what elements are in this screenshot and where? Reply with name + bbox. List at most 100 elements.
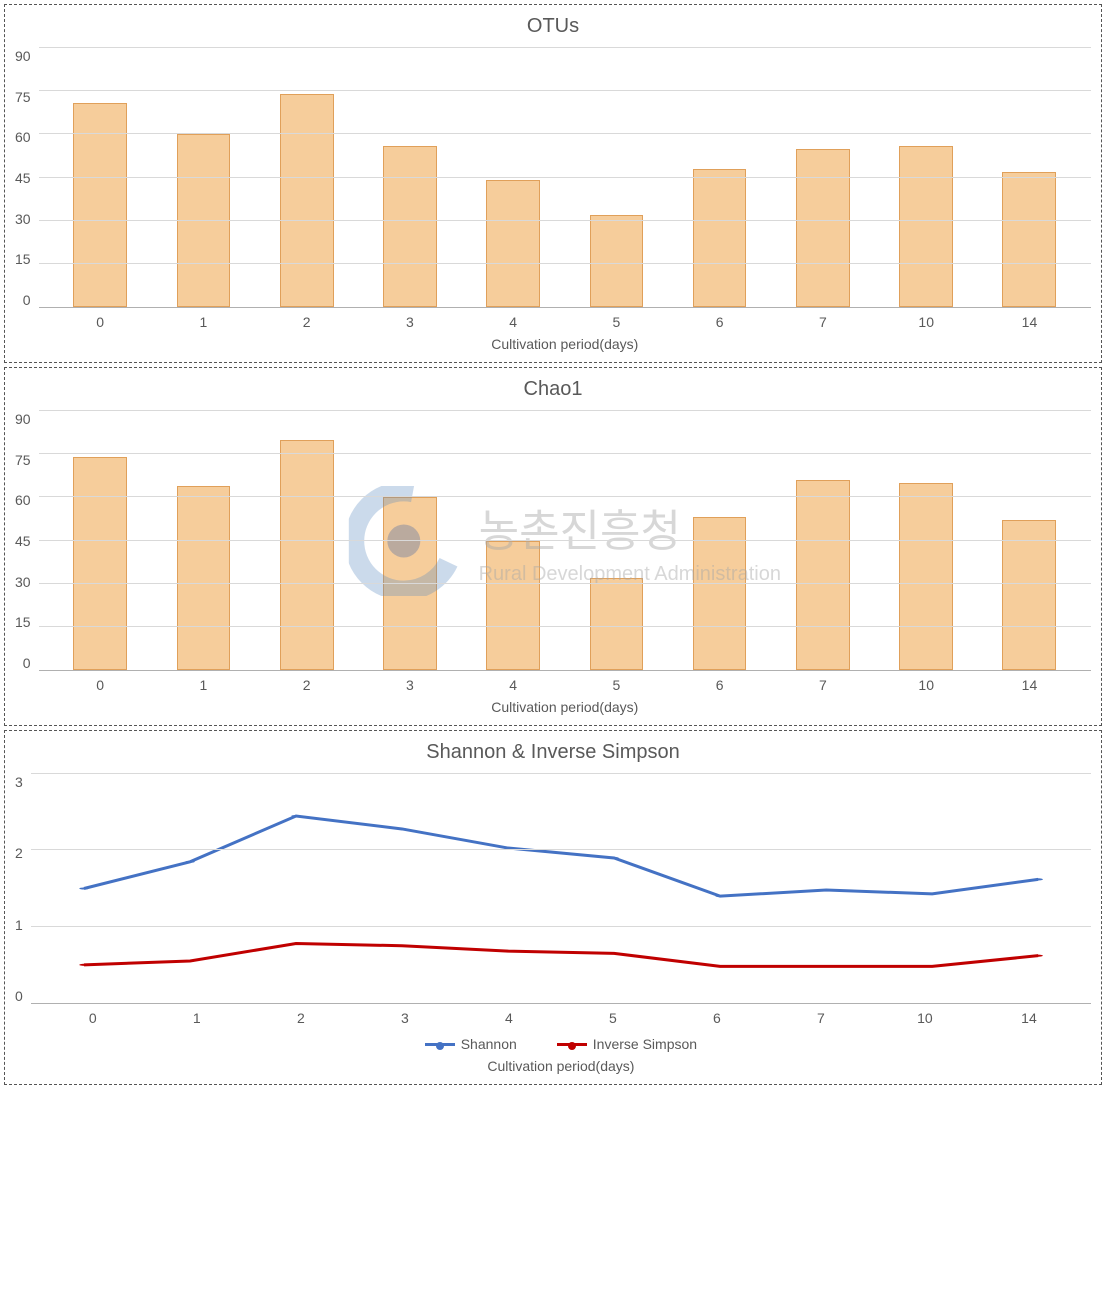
plot-wrap: 9075604530150 농촌진흥청 Rural Development Ad… <box>15 411 1091 715</box>
x-tick-label: 0 <box>41 1010 145 1026</box>
series-marker <box>609 952 619 954</box>
x-tick-label: 3 <box>358 677 461 693</box>
grid-line <box>39 540 1091 541</box>
series-marker <box>1033 878 1043 880</box>
grid-line <box>39 410 1091 411</box>
bar <box>383 497 437 670</box>
x-tick-label: 1 <box>152 677 255 693</box>
bars-container <box>39 411 1091 670</box>
x-axis-label: Cultivation period(days) <box>31 1058 1091 1074</box>
y-axis: 9075604530150 <box>15 48 39 308</box>
bar <box>486 541 540 671</box>
series-marker <box>821 965 831 967</box>
x-tick-label: 4 <box>462 677 565 693</box>
grid-line <box>39 263 1091 264</box>
grid-line <box>31 926 1091 927</box>
y-tick-label: 90 <box>15 48 31 64</box>
legend-item: Shannon <box>425 1036 517 1052</box>
chart-title: Chao1 <box>15 378 1091 401</box>
chart-title: OTUs <box>15 15 1091 38</box>
y-tick-label: 90 <box>15 411 31 427</box>
series-line <box>84 943 1038 966</box>
grid-line <box>39 583 1091 584</box>
x-tick-label: 2 <box>255 314 358 330</box>
x-tick-label: 14 <box>977 1010 1081 1026</box>
bar <box>899 146 953 307</box>
line-svg <box>31 774 1091 1003</box>
x-tick-label: 5 <box>561 1010 665 1026</box>
x-tick-label: 0 <box>49 677 152 693</box>
bar <box>899 483 953 670</box>
y-axis: 3 2 1 0 <box>15 774 31 1004</box>
plot-area <box>31 774 1091 1004</box>
series-marker <box>185 960 195 962</box>
x-axis-label: Cultivation period(days) <box>39 336 1091 352</box>
x-tick-label: 4 <box>457 1010 561 1026</box>
y-tick-label: 15 <box>15 614 31 630</box>
x-tick-label: 4 <box>462 314 565 330</box>
legend-swatch-icon <box>557 1043 587 1046</box>
x-tick-label: 3 <box>358 314 461 330</box>
bar <box>486 180 540 307</box>
x-tick-label: 2 <box>255 677 358 693</box>
x-tick-label: 0 <box>49 314 152 330</box>
chart-panel-line: Shannon & Inverse Simpson 3210 012345671… <box>4 730 1102 1085</box>
y-tick-label: 15 <box>15 251 31 267</box>
y-tick-label: 60 <box>15 129 31 145</box>
y-tick-label: 1 <box>15 917 23 933</box>
bar <box>280 94 334 307</box>
bar <box>796 149 850 307</box>
plot-wrap: 9075604530150 012345671014 Cultivation p… <box>15 48 1091 352</box>
grid-line <box>39 496 1091 497</box>
x-tick-label: 7 <box>771 677 874 693</box>
bars-container <box>39 48 1091 307</box>
y-tick-label: 0 <box>23 292 31 308</box>
series-marker <box>291 942 301 944</box>
series-marker <box>1033 955 1043 957</box>
grid-line <box>39 453 1091 454</box>
chart-panel-otus: OTUs 9075604530150 012345671014 Cultivat… <box>4 4 1102 363</box>
y-tick-label: 30 <box>15 574 31 590</box>
series-marker <box>609 857 619 859</box>
bar <box>1002 520 1056 670</box>
y-tick-label: 60 <box>15 492 31 508</box>
bar <box>1002 172 1056 307</box>
series-marker <box>927 965 937 967</box>
x-tick-label: 6 <box>665 1010 769 1026</box>
y-tick-label: 3 <box>15 774 23 790</box>
x-tick-label: 3 <box>353 1010 457 1026</box>
y-tick-label: 2 <box>15 845 23 861</box>
series-marker <box>503 950 513 952</box>
x-axis: 012345671014 <box>39 308 1091 330</box>
series-marker <box>185 861 195 863</box>
grid-line <box>39 220 1091 221</box>
bar <box>177 486 231 670</box>
bar <box>590 215 644 307</box>
bar <box>693 169 747 307</box>
y-tick-label: 45 <box>15 170 31 186</box>
grid-line <box>31 849 1091 850</box>
bar <box>177 134 231 307</box>
x-tick-label: 6 <box>668 314 771 330</box>
y-tick-label: 75 <box>15 452 31 468</box>
plot-area <box>39 48 1091 308</box>
bar <box>280 440 334 670</box>
bar <box>73 457 127 670</box>
plot-area: 농촌진흥청 Rural Development Administration <box>39 411 1091 671</box>
x-tick-label: 5 <box>565 314 668 330</box>
grid-line <box>39 177 1091 178</box>
series-marker <box>79 887 89 889</box>
legend-label: Shannon <box>461 1036 517 1052</box>
legend-dot-icon <box>568 1042 576 1050</box>
grid-line <box>39 90 1091 91</box>
chart-title: Shannon & Inverse Simpson <box>15 741 1091 764</box>
y-tick-label: 0 <box>15 988 23 1004</box>
series-marker <box>715 895 725 897</box>
series-marker <box>821 889 831 891</box>
chart-panel-chao1: Chao1 9075604530150 농촌진흥청 Rural Dev <box>4 367 1102 726</box>
series-marker <box>715 965 725 967</box>
y-tick-label: 45 <box>15 533 31 549</box>
x-axis: 012345671014 <box>39 671 1091 693</box>
x-tick-label: 5 <box>565 677 668 693</box>
grid-line <box>39 47 1091 48</box>
